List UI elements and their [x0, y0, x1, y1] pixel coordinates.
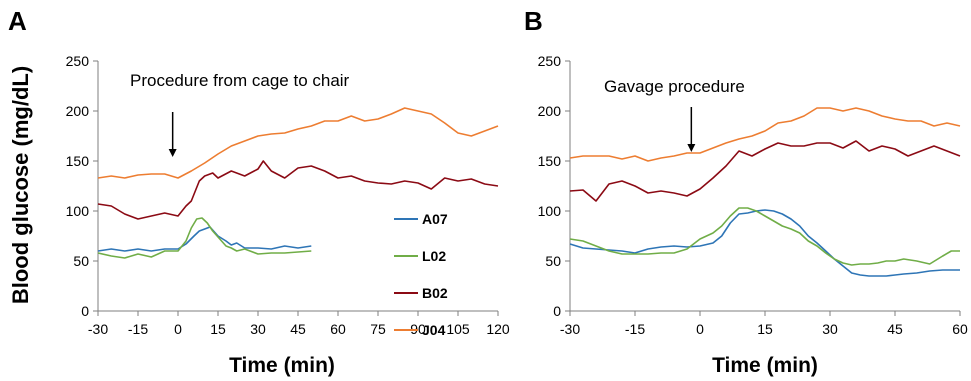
x-tick-label: 30: [250, 321, 266, 337]
legend-label-j04: J04: [422, 322, 446, 338]
annotation-arrow-head: [687, 144, 696, 152]
series-line-l02: [569, 207, 960, 266]
annotation-arrow-head: [168, 149, 177, 157]
y-axis-label: Blood glucose (mg/dL): [8, 66, 33, 304]
y-tick-label: 0: [81, 303, 89, 319]
series-line-a07: [569, 209, 960, 277]
x-tick-label: 120: [486, 321, 510, 337]
y-tick-label: 50: [73, 253, 89, 269]
x-tick-label: 0: [696, 321, 704, 337]
legend: A07 L02 B02 J04: [394, 211, 448, 338]
x-tick-label: 45: [887, 321, 903, 337]
x-axis-label-b: Time (min): [712, 354, 818, 377]
x-tick-label: 45: [290, 321, 306, 337]
y-tick-label: 250: [538, 53, 562, 69]
legend-label-l02: L02: [422, 248, 446, 264]
panel-label-b: B: [524, 6, 543, 36]
y-tick-label: 250: [66, 53, 90, 69]
y-tick-label: 200: [66, 103, 90, 119]
y-tick-label: 150: [66, 153, 90, 169]
series-line-j04: [97, 107, 499, 179]
x-tick-label: 15: [210, 321, 226, 337]
x-tick-label: 90: [410, 321, 426, 337]
series-line-j04: [569, 107, 961, 162]
series-line-l02: [97, 217, 312, 259]
y-tick-label: 100: [538, 203, 562, 219]
x-tick-label: -30: [560, 321, 580, 337]
x-tick-label: -30: [88, 321, 108, 337]
x-tick-label: -15: [128, 321, 148, 337]
x-tick-label: 30: [822, 321, 838, 337]
x-axis-label-a: Time (min): [229, 354, 335, 377]
annotation-a: Procedure from cage to chair: [130, 71, 350, 90]
legend-label-a07: A07: [422, 211, 448, 227]
x-tick-label: 75: [370, 321, 386, 337]
x-tick-label: 15: [757, 321, 773, 337]
legend-label-b02: B02: [422, 285, 448, 301]
y-tick-label: 0: [553, 303, 561, 319]
panel-label-a: A: [8, 6, 27, 36]
x-tick-label: -15: [625, 321, 645, 337]
y-tick-label: 200: [538, 103, 562, 119]
x-tick-label: 60: [952, 321, 968, 337]
series-line-a07: [97, 226, 312, 252]
x-tick-label: 60: [330, 321, 346, 337]
series-line-b02: [569, 140, 961, 202]
y-tick-label: 150: [538, 153, 562, 169]
annotation-b: Gavage procedure: [604, 77, 745, 96]
x-tick-label: 105: [446, 321, 470, 337]
y-tick-label: 100: [66, 203, 90, 219]
panel-b: B Gavage procedure Time (min) 0501001502…: [524, 6, 968, 377]
y-tick-label: 50: [545, 253, 561, 269]
x-tick-label: 0: [174, 321, 182, 337]
plot-area-b: 0 50 100 150 200 250 -30 -15 0 15 30 45 60: [538, 53, 968, 337]
panel-a: A Procedure from cage to chair Time (min…: [8, 6, 510, 377]
series-line-b02: [97, 160, 499, 220]
plot-area-a: 0 50 100 150 200 250 -30 -15 0 15 30 45 60 75 90 105 120: [66, 53, 510, 337]
